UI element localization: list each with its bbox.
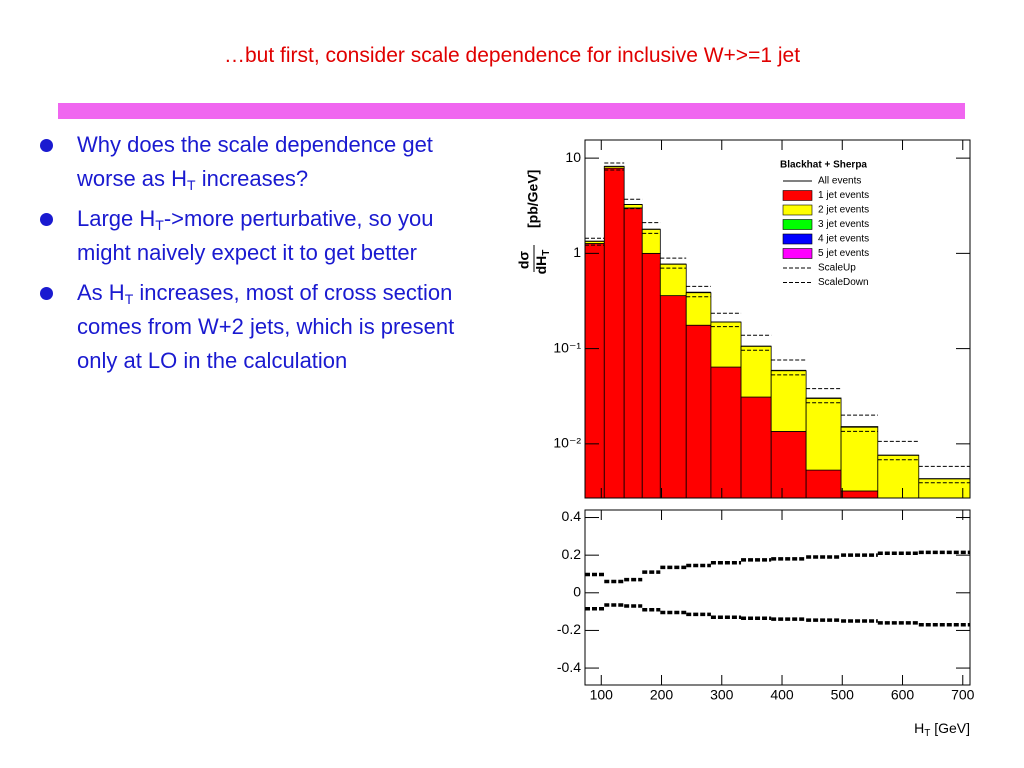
legend-title: Blackhat + Sherpa — [780, 160, 867, 171]
hist-bar — [685, 324, 712, 499]
y-tick-label: 10⁻² — [553, 435, 581, 451]
legend-swatch — [782, 204, 813, 216]
legend-label: 5 jet events — [818, 248, 869, 259]
legend-swatch — [782, 233, 813, 245]
x-tick-label: 300 — [710, 687, 734, 703]
y-label-den-sub: T — [541, 250, 552, 256]
legend-label: ScaleDown — [818, 277, 869, 288]
y-tick-label: 0 — [573, 583, 581, 599]
y-tick-label: 10 — [565, 149, 581, 165]
bullet-text: As H — [77, 280, 125, 305]
hist-bar — [740, 396, 772, 499]
divider-bar — [58, 103, 965, 119]
subscript: T — [187, 177, 196, 193]
hist-bar — [740, 345, 772, 398]
hist-bar — [710, 366, 742, 499]
plot-frame — [584, 139, 971, 499]
hist-bar — [840, 490, 879, 499]
hist-bar — [840, 426, 879, 492]
x-tick-label: 700 — [951, 687, 975, 703]
bullet-item: Why does the scale dependence get worse … — [40, 128, 460, 196]
hist-bar — [877, 454, 920, 499]
bullet-item: Large HT->more perturbative, so you migh… — [40, 202, 460, 270]
hist-bar — [685, 292, 712, 326]
x-label-main: H — [914, 720, 924, 736]
x-label-sub: T — [924, 728, 930, 739]
x-tick-label: 400 — [770, 687, 794, 703]
hist-bar — [659, 263, 687, 297]
x-tick-label: 100 — [590, 687, 614, 703]
hist-bar — [805, 469, 842, 499]
legend-swatch — [782, 219, 813, 230]
hist-bar — [603, 167, 625, 499]
hist-bar — [770, 431, 807, 499]
hist-bar — [805, 397, 842, 471]
x-tick-label: 200 — [650, 687, 674, 703]
bullet-text: increases, most of cross section comes f… — [77, 280, 455, 373]
bullet-text: Why does the scale dependence get worse … — [77, 132, 433, 191]
hist-bar — [710, 321, 742, 368]
legend-label: 1 jet events — [818, 190, 869, 201]
hist-bar — [623, 207, 643, 499]
legend-swatch — [782, 190, 813, 201]
bullet-text: increases? — [195, 166, 309, 191]
bullet-text: ->more perturbative, so you might naivel… — [77, 206, 434, 265]
hist-bar — [641, 252, 661, 499]
y-label-den: dHT — [533, 250, 552, 275]
hist-bar — [659, 295, 687, 499]
bullet-text: Large H — [77, 206, 156, 231]
legend-label: 4 jet events — [818, 234, 869, 245]
y-tick-label: 1 — [573, 244, 581, 260]
subscript: T — [155, 217, 164, 233]
y-tick-label: -0.2 — [557, 621, 581, 637]
y-label-unit: [pb/GeV] — [525, 170, 541, 228]
slide-title: …but first, consider scale dependence fo… — [223, 44, 801, 67]
hist-bar — [584, 243, 605, 499]
y-tick-label: -0.4 — [557, 659, 581, 675]
hist-bar — [623, 204, 643, 209]
subscript: T — [124, 291, 134, 307]
bullet-item: As HT increases, most of cross section c… — [40, 276, 460, 378]
x-axis-label: HT [GeV] — [914, 720, 970, 739]
legend-swatch — [782, 248, 813, 259]
bullet-list: Why does the scale dependence get worse … — [40, 128, 460, 384]
ratio-frame — [584, 509, 971, 686]
hist-bar — [641, 228, 661, 254]
legend-label: 3 jet events — [818, 219, 869, 230]
y-tick-label: 0.2 — [562, 546, 582, 562]
y-tick-label: 10⁻¹ — [553, 339, 581, 355]
legend-label: ScaleUp — [818, 263, 856, 274]
y-label-den-main: dH — [533, 256, 549, 275]
x-label-rest: [GeV] — [930, 720, 970, 736]
x-tick-label: 600 — [891, 687, 915, 703]
y-tick-label: 0.4 — [562, 508, 582, 524]
legend-label: 2 jet events — [818, 205, 869, 216]
legend-label: All events — [818, 176, 861, 187]
x-tick-label: 500 — [831, 687, 855, 703]
hist-bar — [770, 370, 807, 432]
y-axis-label: dσ dHT [pb/GeV] — [516, 170, 552, 275]
y-label-num: dσ — [516, 251, 532, 270]
